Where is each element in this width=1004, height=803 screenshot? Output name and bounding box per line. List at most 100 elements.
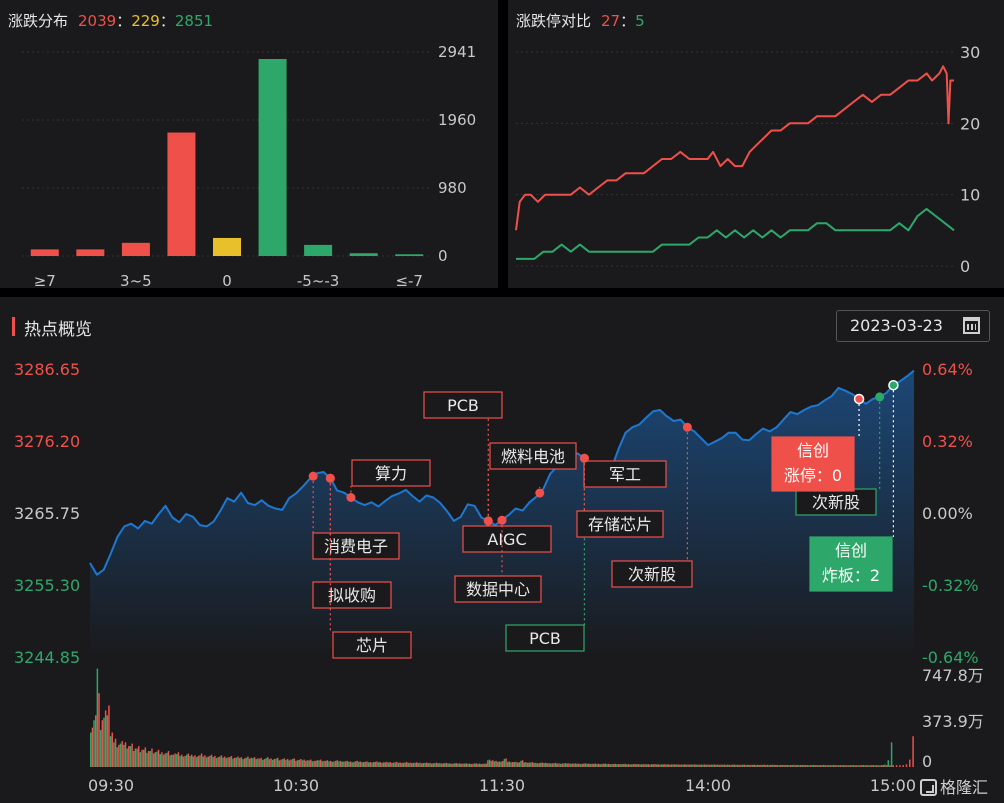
volume-bar (200, 753, 203, 767)
volume-bar (841, 765, 843, 767)
volume-bar (685, 764, 688, 767)
volume-bar (500, 761, 502, 767)
volume-bar (179, 755, 181, 767)
volume-bar (209, 755, 211, 767)
volume-bar (746, 764, 749, 767)
volume-bar (717, 764, 719, 767)
volume-bar (612, 764, 615, 767)
volume-bar (470, 764, 473, 767)
volume-bar (99, 730, 102, 767)
volume-bar (660, 764, 663, 767)
annotation-box (454, 575, 542, 603)
volume-bar (126, 748, 128, 767)
annotation-dot (308, 471, 318, 481)
volume-bar (215, 758, 218, 767)
volume-bar (333, 761, 335, 767)
limit-up-line (515, 65, 954, 231)
volume-bar (394, 762, 396, 767)
volume-bar (445, 762, 448, 767)
annotation-label: 拟收购 (328, 586, 376, 605)
volume-bar (498, 761, 501, 767)
volume-bar (578, 763, 580, 767)
volume-bar (616, 764, 618, 767)
volume-bar (283, 758, 286, 767)
annotation-box (312, 532, 400, 560)
volume-bar (867, 765, 870, 767)
volume-bar (326, 760, 329, 767)
volume-bar (237, 756, 239, 767)
gelonghui-logo-icon (920, 779, 937, 796)
annotation-label: 信创 (797, 441, 829, 460)
y-tick-label: 0 (960, 257, 970, 276)
volume-bar (359, 761, 362, 767)
volume-bar (905, 764, 908, 767)
volume-bar (679, 764, 681, 767)
volume-bar (657, 764, 660, 767)
volume-bar (329, 760, 332, 767)
volume-bar (731, 764, 734, 767)
bar (30, 249, 59, 256)
y-tick-label: 30 (960, 43, 980, 62)
volume-bar (103, 717, 105, 767)
volume-bar (205, 757, 208, 767)
volume-bar (285, 759, 287, 767)
y-pct-label: -0.32% (922, 576, 979, 595)
volume-bar (396, 761, 398, 767)
volume-bar (171, 754, 173, 767)
volume-bar (801, 765, 803, 767)
volume-bar (884, 764, 886, 767)
volume-bar (238, 758, 241, 767)
volume-bar (472, 763, 474, 767)
volume-bar (376, 761, 378, 767)
annotation-label: 燃料电池 (501, 447, 565, 466)
volume-bar (487, 760, 489, 767)
volume-tick-label: 373.9万 (922, 712, 984, 731)
volume-bar (190, 754, 193, 767)
volume-bar (627, 764, 630, 767)
volume-bar (809, 765, 812, 767)
volume-bar (162, 754, 165, 767)
down-count: 2851 (174, 12, 214, 30)
volume-bar (121, 741, 123, 767)
volume-bar (161, 752, 163, 767)
volume-bar (831, 765, 833, 767)
limit-panel: 涨跌停对比 27：5 30 20 10 0 (508, 0, 1004, 288)
volume-bar (559, 763, 562, 767)
volume-bar (316, 760, 319, 767)
hot-panel: 热点概览 2023-03-23 3286.65 0.64% 3276.20 0.32%… (0, 297, 1004, 803)
x-tick-label: 14:00 (685, 776, 731, 795)
volume-bar (571, 763, 573, 767)
annotation-box (576, 510, 664, 538)
volume-bar (591, 763, 593, 767)
volume-bar (549, 763, 552, 767)
annotation-label: 信创 (835, 541, 867, 560)
volume-bar (305, 760, 307, 767)
calendar-icon[interactable] (963, 317, 980, 334)
volume-bar (91, 727, 94, 767)
bar (258, 59, 287, 256)
volume-bar (106, 715, 109, 767)
volume-bar (414, 762, 416, 767)
volume-bar (715, 764, 717, 767)
volume-bar (687, 764, 689, 767)
limit-down-count: 5 (635, 12, 645, 30)
volume-bar (263, 759, 266, 767)
volume-bar (154, 752, 157, 767)
volume-bar (300, 759, 302, 767)
volume-bar (301, 760, 304, 767)
volume-bar (869, 765, 871, 767)
volume-bar (192, 756, 195, 767)
x-tick-label: 3~5 (120, 272, 152, 290)
volume-bar (733, 764, 736, 767)
volume-bar (576, 763, 578, 767)
volume-bar (851, 765, 853, 767)
volume-bar (776, 764, 779, 767)
annotation-label: 次新股 (628, 565, 676, 584)
date-picker[interactable]: 2023-03-23 (836, 310, 990, 342)
volume-bar (558, 763, 560, 767)
volume-bar (356, 760, 358, 767)
annotation-dot (535, 488, 545, 498)
volume-bar (420, 763, 423, 767)
volume-bar (310, 759, 312, 767)
annotation-box (332, 631, 412, 659)
